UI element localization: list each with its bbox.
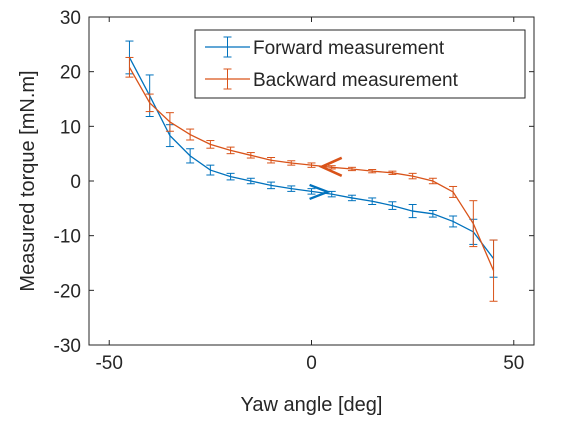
error-bar	[489, 239, 498, 302]
error-bar	[246, 152, 255, 159]
error-bar	[125, 56, 134, 78]
error-bar	[307, 162, 316, 168]
legend-box	[194, 29, 526, 99]
series-forward	[125, 40, 498, 278]
error-bar	[287, 185, 296, 192]
error-bar	[226, 172, 235, 181]
error-bar	[206, 140, 215, 149]
error-bar	[186, 148, 195, 164]
x-tick-label: -50	[95, 353, 122, 374]
error-bar	[246, 177, 255, 185]
error-bar	[206, 164, 215, 176]
y-tick-label: -20	[54, 281, 81, 302]
error-bar	[186, 128, 195, 141]
error-bar	[145, 93, 154, 113]
y-axis-label: Measured torque [mN.m]	[17, 70, 39, 291]
x-axis-label: Yaw angle [deg]	[241, 394, 383, 416]
x-tick-label: 50	[503, 353, 524, 374]
error-bar	[388, 201, 397, 210]
error-bar	[449, 185, 458, 198]
y-tick-label: 0	[70, 172, 81, 193]
axis-ticks: -50 0 50 -30 -20 -10 0 10 20 30	[54, 8, 534, 374]
error-bar	[428, 177, 437, 185]
series-backward	[125, 56, 498, 302]
x-tick-label: 0	[306, 353, 317, 374]
error-bar	[347, 166, 356, 172]
y-tick-label: -10	[54, 227, 81, 248]
error-bar	[368, 197, 377, 206]
error-bar	[267, 181, 276, 190]
direction-markers	[309, 156, 343, 201]
error-bar	[226, 146, 235, 155]
error-bar	[469, 200, 478, 248]
error-bar	[267, 156, 276, 164]
error-bar	[307, 188, 316, 195]
right-arrow-icon	[309, 183, 331, 201]
error-bar	[449, 215, 458, 228]
y-tick-label: 30	[60, 8, 81, 29]
left-arrow-icon	[318, 156, 343, 177]
error-bar	[408, 172, 417, 180]
legend: Forward measurement Backward measurement	[194, 29, 526, 99]
legend-label: Forward measurement	[253, 38, 445, 59]
y-tick-label: -30	[54, 336, 81, 357]
error-bar	[347, 194, 356, 202]
error-bar	[165, 112, 174, 132]
y-tick-label: 10	[60, 117, 81, 138]
legend-label: Backward measurement	[253, 70, 459, 91]
error-bar	[408, 204, 417, 219]
error-bar	[428, 210, 437, 218]
error-bar	[388, 170, 397, 175]
y-tick-label: 20	[60, 63, 81, 84]
error-bar	[287, 160, 296, 166]
error-bar	[368, 169, 377, 174]
series-layer	[125, 40, 498, 302]
